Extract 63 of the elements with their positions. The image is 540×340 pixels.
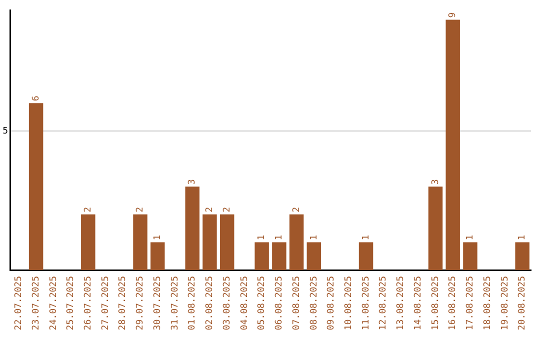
x-tick-label: 03.08.2025 [222,276,232,330]
x-tick-label: 22.07.2025 [14,276,24,330]
data-label: 2 [222,206,232,212]
bar [463,242,478,270]
bar [28,103,44,270]
x-tick-label: 19.08.2025 [500,276,510,330]
data-label: 1 [466,234,476,240]
bar [428,186,443,270]
x-tick-label: 30.07.2025 [152,276,163,330]
data-label: 3 [188,179,198,185]
bar [185,186,200,270]
y-tick-label: 5 [2,126,8,136]
bar [150,242,165,270]
x-tick-label: 12.08.2025 [378,276,389,330]
data-label: 2 [205,206,216,212]
data-label: 6 [31,96,42,102]
x-tick-label: 18.08.2025 [482,276,493,330]
data-label: 1 [309,234,320,240]
bar [306,242,322,270]
x-tick-label: 11.08.2025 [361,276,372,330]
bar [446,20,460,270]
bar [133,214,148,270]
x-tick-label: 04.08.2025 [240,276,250,330]
bar [220,214,234,270]
x-tick-label: 24.07.2025 [48,276,59,330]
data-label: 1 [257,234,268,240]
x-tick-label: 02.08.2025 [205,276,216,330]
data-label: 1 [361,234,372,240]
data-label: 2 [83,206,94,212]
data-label: 9 [448,12,458,18]
x-tick-label: 26.07.2025 [83,276,94,330]
x-tick-label: 06.08.2025 [274,276,285,330]
x-tick-label: 09.08.2025 [326,276,337,330]
data-label: 1 [274,234,285,240]
x-tick-label: 10.08.2025 [344,276,354,330]
data-label: 1 [152,234,163,240]
data-label: 2 [292,206,302,212]
bar [202,214,217,270]
x-tick-label: 07.08.2025 [292,276,302,330]
bar [515,242,530,270]
x-tick-label: 15.08.2025 [430,276,441,330]
x-tick-label: 01.08.2025 [188,276,198,330]
bar [358,242,374,270]
x-tick-label: 23.07.2025 [31,276,42,330]
x-tick-label: 28.07.2025 [118,276,128,330]
x-tick-label: 17.08.2025 [466,276,476,330]
x-tick-label: 05.08.2025 [257,276,268,330]
x-tick-label: 27.07.2025 [100,276,111,330]
x-tick-label: 16.08.2025 [448,276,458,330]
x-tick-label: 31.07.2025 [170,276,180,330]
x-tick-label: 13.08.2025 [396,276,406,330]
x-tick-label: 25.07.2025 [66,276,76,330]
bar [254,242,269,270]
bar [272,242,286,270]
data-label: 2 [136,206,146,212]
x-tick-label: 20.08.2025 [518,276,528,330]
data-label: 3 [430,179,441,185]
x-tick-label: 29.07.2025 [136,276,146,330]
data-label: 1 [518,234,528,240]
x-tick-label: 14.08.2025 [413,276,424,330]
bar [81,214,96,270]
x-tick-label: 08.08.2025 [309,276,320,330]
bar [289,214,304,270]
